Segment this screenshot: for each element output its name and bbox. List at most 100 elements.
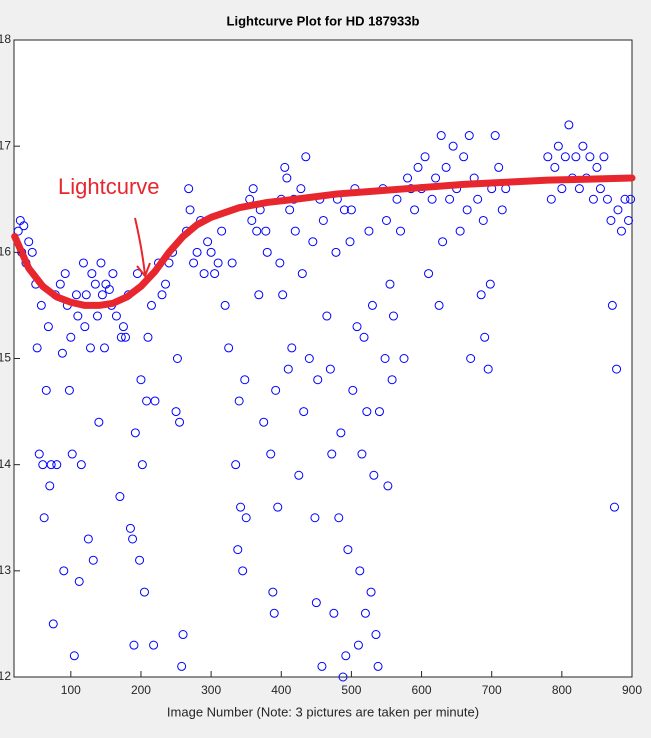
data-point	[161, 279, 171, 289]
data-point	[490, 131, 500, 141]
x-tick-label: 500	[341, 683, 361, 697]
data-point	[287, 343, 297, 353]
data-point	[459, 152, 469, 162]
data-point	[322, 311, 332, 321]
data-point	[362, 407, 372, 417]
data-point	[623, 215, 633, 225]
data-point	[592, 162, 602, 172]
data-point	[290, 226, 300, 236]
data-point	[546, 194, 556, 204]
data-point	[139, 587, 149, 597]
data-point	[130, 428, 140, 438]
data-point	[595, 184, 605, 194]
data-point	[606, 215, 616, 225]
data-point	[602, 194, 612, 204]
data-point	[478, 215, 488, 225]
data-point	[543, 152, 553, 162]
data-point	[59, 566, 69, 576]
data-point	[24, 237, 34, 247]
data-point	[71, 290, 81, 300]
data-point	[192, 247, 202, 257]
x-tick-label: 100	[61, 683, 81, 697]
data-point	[111, 311, 121, 321]
data-point	[348, 385, 358, 395]
data-point	[45, 481, 55, 491]
data-point	[341, 651, 351, 661]
data-point	[73, 311, 83, 321]
data-point	[574, 184, 584, 194]
annotation: Lightcurve	[58, 174, 160, 199]
fit-curve	[11, 174, 636, 309]
data-point	[217, 226, 227, 236]
x-tick-label: 400	[271, 683, 291, 697]
data-point	[259, 417, 269, 427]
data-point	[441, 162, 451, 172]
data-point	[480, 332, 490, 342]
chart-title: Lightcurve Plot for HD 187933b	[227, 13, 420, 28]
data-point	[413, 162, 423, 172]
data-point	[334, 513, 344, 523]
data-point	[283, 364, 293, 374]
data-point	[220, 300, 230, 310]
data-point	[132, 269, 142, 279]
data-point	[252, 226, 262, 236]
data-point	[387, 375, 397, 385]
data-point	[94, 417, 104, 427]
data-point	[67, 449, 77, 459]
data-point	[108, 269, 118, 279]
data-point	[564, 120, 574, 130]
data-point	[213, 258, 223, 268]
data-point	[620, 194, 630, 204]
data-point	[92, 311, 102, 321]
data-point	[125, 523, 135, 533]
data-point	[143, 332, 153, 342]
y-tick-label: 15	[0, 351, 11, 365]
data-point	[52, 460, 62, 470]
data-point	[261, 226, 271, 236]
data-point	[553, 141, 563, 151]
plot-area	[13, 39, 633, 678]
data-point	[626, 194, 636, 204]
data-point	[462, 205, 472, 215]
x-tick-label: 900	[622, 683, 642, 697]
y-tick-label: 13	[0, 563, 11, 577]
data-point	[434, 300, 444, 310]
data-point	[280, 162, 290, 172]
data-point	[90, 279, 100, 289]
data-point	[39, 513, 49, 523]
data-point	[240, 375, 250, 385]
data-point	[60, 269, 70, 279]
data-point	[241, 513, 251, 523]
data-point	[135, 555, 145, 565]
data-point	[199, 269, 209, 279]
data-point	[431, 173, 441, 183]
data-point	[343, 545, 353, 555]
annotation-arrowhead	[136, 262, 151, 278]
data-point	[104, 284, 114, 294]
data-point	[476, 290, 486, 300]
data-point	[483, 364, 493, 374]
data-point	[403, 173, 413, 183]
data-point	[55, 279, 65, 289]
data-point	[473, 194, 483, 204]
data-point	[116, 332, 126, 342]
data-point	[345, 237, 355, 247]
data-point	[19, 221, 29, 231]
data-point	[177, 661, 187, 671]
data-point	[399, 354, 409, 363]
data-point	[69, 651, 79, 661]
data-point	[607, 300, 617, 310]
data-point	[301, 152, 311, 162]
data-point	[380, 354, 390, 363]
data-point	[338, 672, 348, 682]
data-point	[297, 269, 307, 279]
data-point	[357, 449, 367, 459]
data-point	[424, 269, 434, 279]
data-point	[78, 258, 88, 268]
data-point	[189, 258, 199, 268]
data-point	[373, 661, 383, 671]
data-point	[613, 205, 623, 215]
data-point	[497, 205, 507, 215]
data-point	[178, 630, 188, 640]
